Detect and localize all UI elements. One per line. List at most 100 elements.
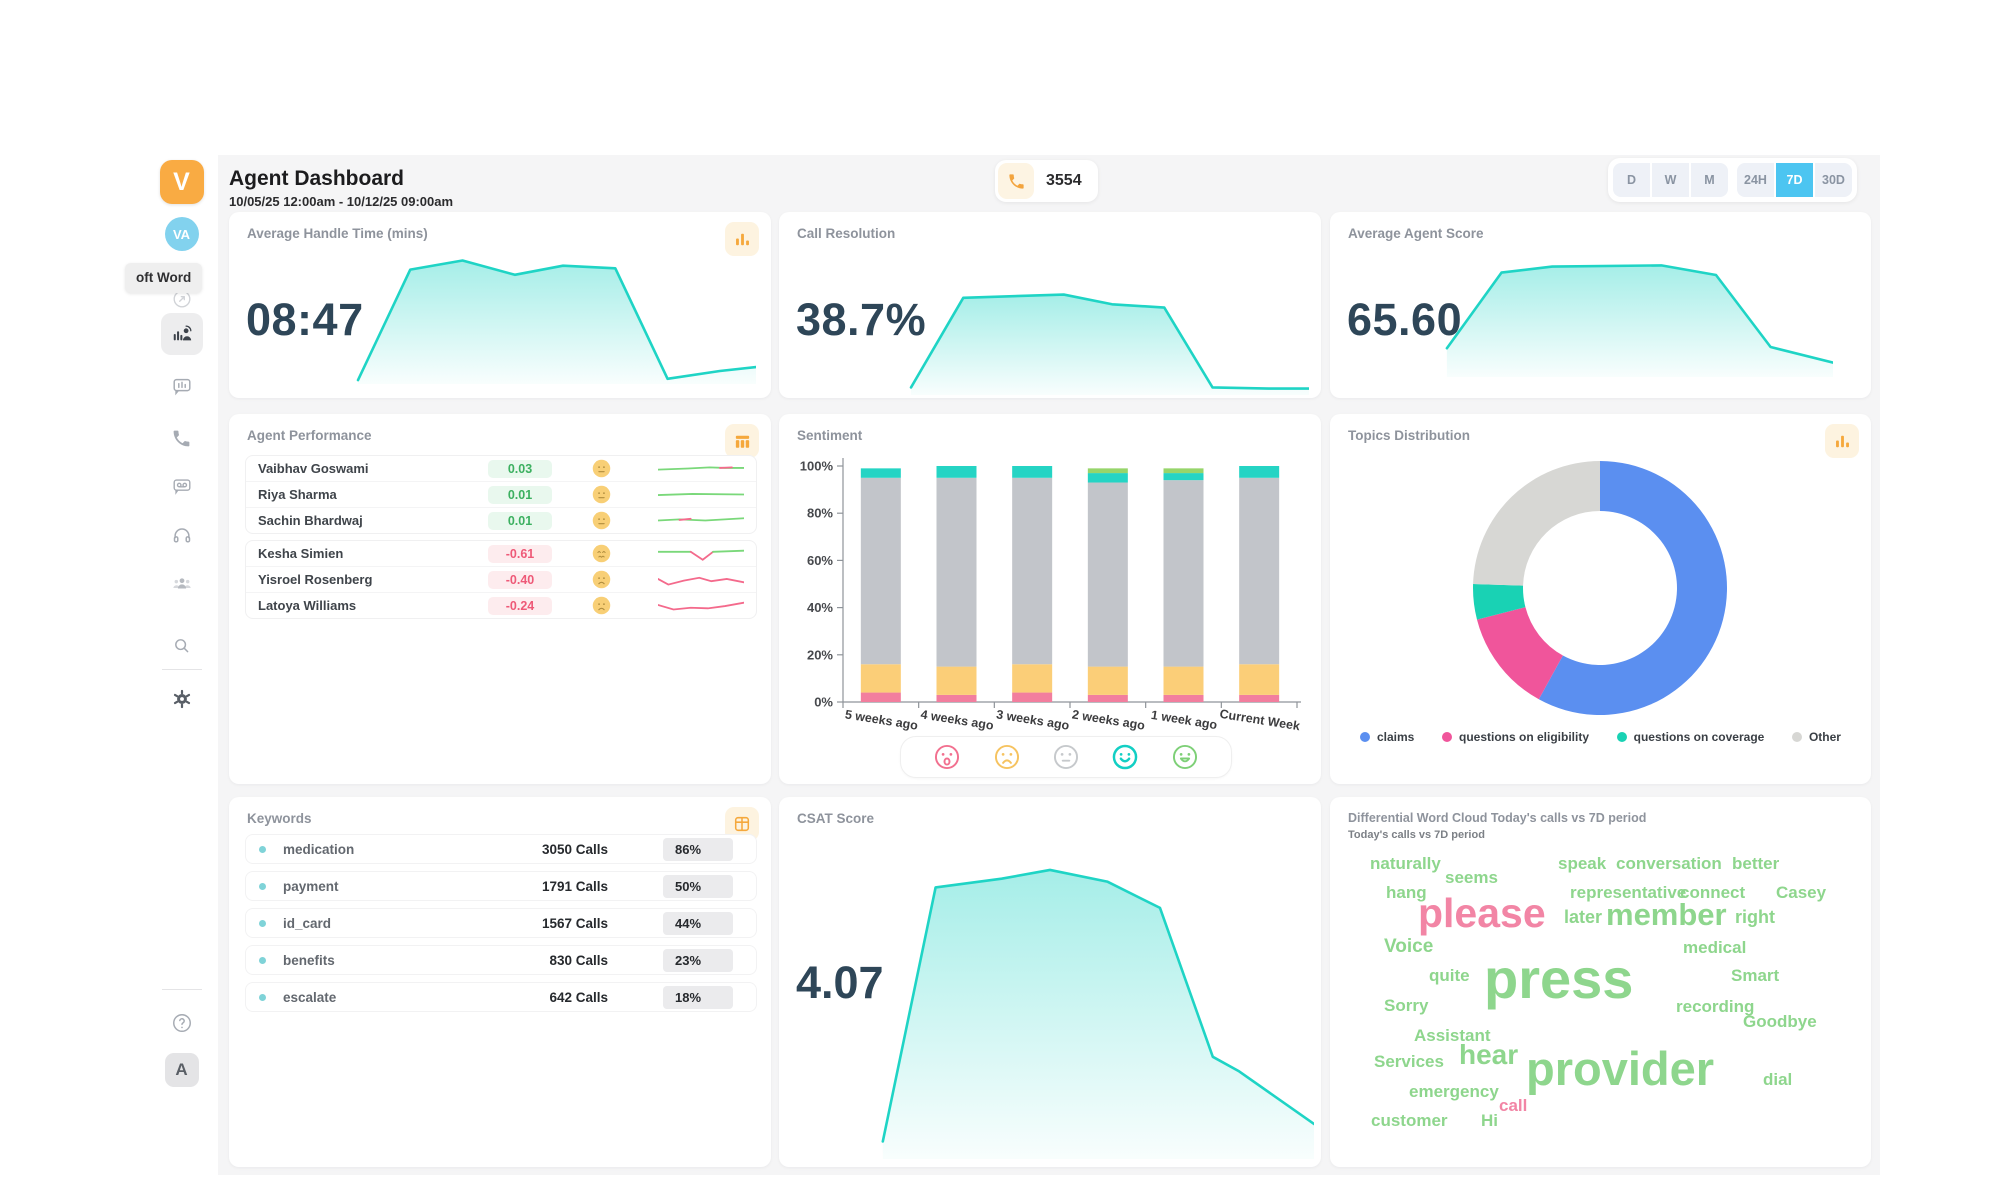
card-sentiment: Sentiment 0% 20% 40% 60% 80% 100% 5 weeks ago 4… — [779, 414, 1321, 784]
agent-row[interactable]: Vaibhav Goswami 0.03 — [246, 456, 756, 482]
account-avatar[interactable]: A — [164, 1053, 199, 1087]
keyword-percentage: 50% — [663, 874, 733, 898]
word-cloud-term: Hi — [1481, 1111, 1498, 1130]
sidebar-divider — [161, 669, 202, 670]
agent-row[interactable]: Sachin Bhardwaj 0.01 — [246, 508, 756, 533]
resolution-value: 38.7% — [796, 294, 927, 345]
mood-neutral-icon — [592, 459, 610, 478]
sidebar-item-agent-dashboard[interactable] — [160, 313, 203, 355]
word-cloud-term: recording — [1676, 997, 1755, 1016]
card-csat-score: CSAT Score 4.07 — [779, 797, 1321, 1167]
range-button-7D[interactable]: 7D — [1776, 163, 1813, 197]
sidebar-item-team[interactable] — [161, 567, 203, 599]
neutral-face-icon — [1053, 744, 1079, 770]
sidebar-item-settings[interactable] — [161, 683, 203, 715]
sentiment-filter-very-positive[interactable] — [1172, 744, 1198, 770]
word-cloud-term: Goodbye — [1743, 1012, 1817, 1031]
search-icon — [175, 638, 189, 652]
legend-label: questions on coverage — [1633, 730, 1765, 744]
bar-chart-icon[interactable] — [1825, 424, 1859, 458]
csat-area-chart — [874, 867, 1314, 1159]
time-range-selector: D W M 24H 7D 30D — [1608, 158, 1857, 202]
card-average-handle-time: Average Handle Time (mins) 08:47 — [229, 212, 771, 398]
keyword-name: id_card — [283, 915, 332, 931]
donut-slice-questions-on-eligibility[interactable] — [1476, 607, 1563, 700]
word-cloud-term: hang — [1386, 883, 1427, 902]
headphones-icon — [173, 528, 190, 543]
aht-area-chart — [354, 254, 756, 384]
keyword-row[interactable]: payment 1791 Calls 50% — [245, 871, 757, 901]
legend-item-questions-on-eligibility[interactable]: questions on eligibility — [1441, 730, 1589, 744]
phone-badge-icon — [998, 163, 1034, 199]
sentiment-filter-very-negative[interactable] — [934, 744, 960, 770]
sidebar-item-voicemail[interactable] — [161, 470, 203, 502]
keyword-row[interactable]: medication 3050 Calls 86% — [245, 834, 757, 864]
svg-text:80%: 80% — [807, 506, 833, 521]
card-word-cloud: Differential Word Cloud Today's calls vs… — [1330, 797, 1871, 1167]
team-icon — [172, 578, 191, 589]
donut-slice-Other[interactable] — [1473, 461, 1600, 586]
range-button-D[interactable]: D — [1613, 163, 1650, 197]
sidebar-item-calls[interactable] — [161, 422, 203, 454]
app-logo[interactable]: V — [159, 160, 204, 204]
sidebar-item-search[interactable] — [161, 629, 203, 661]
agent-score-value: 65.60 — [1347, 294, 1463, 345]
sentiment-score-badge: -0.61 — [488, 544, 552, 563]
word-cloud-term: naturally — [1370, 854, 1441, 873]
word-cloud: naturally speak conversation better seems han… — [1348, 855, 1860, 1160]
range-button-30D[interactable]: 30D — [1815, 163, 1852, 197]
chat-stats-icon — [172, 378, 191, 396]
trend-sparkline — [658, 460, 744, 477]
keyword-row[interactable]: benefits 830 Calls 23% — [245, 945, 757, 975]
agent-row[interactable]: Riya Sharma 0.01 — [246, 482, 756, 508]
agent-row[interactable]: Latoya Williams -0.24 — [246, 593, 756, 618]
keyword-row[interactable]: id_card 1567 Calls 44% — [245, 908, 757, 938]
agent-row[interactable]: Yisroel Rosenberg -0.40 — [246, 567, 756, 593]
mood-neutral-icon — [592, 511, 610, 530]
card-average-agent-score: Average Agent Score 65.60 — [1330, 212, 1871, 398]
agent-name: Kesha Simien — [258, 546, 344, 561]
word-cloud-term: quite — [1429, 966, 1470, 985]
svg-text:1 week ago: 1 week ago — [1150, 708, 1218, 732]
word-cloud-term: better — [1732, 854, 1780, 873]
cry-face-icon — [935, 744, 960, 770]
voicemail-icon — [173, 479, 190, 495]
help-icon — [172, 1014, 191, 1032]
columns-icon[interactable] — [725, 424, 759, 458]
card-keywords: Keywords medication 3050 Calls 86% payme… — [229, 797, 771, 1167]
word-cloud-term: medical — [1683, 938, 1747, 957]
agent-performance-table: Vaibhav Goswami 0.03 Riya Sharma 0.01 Sa… — [229, 455, 771, 625]
performance-group: Vaibhav Goswami 0.03 Riya Sharma 0.01 Sa… — [245, 455, 757, 534]
trend-sparkline — [658, 571, 744, 588]
sidebar-item-support[interactable] — [161, 519, 203, 551]
keyword-row[interactable]: escalate 642 Calls 18% — [245, 982, 757, 1012]
donut-slice-questions-on-coverage[interactable] — [1472, 584, 1526, 620]
keyword-dot — [259, 956, 266, 964]
sentiment-filter-neutral[interactable] — [1053, 744, 1079, 770]
range-button-M[interactable]: M — [1691, 163, 1728, 197]
range-button-W[interactable]: W — [1652, 163, 1689, 197]
word-cloud-term: press — [1484, 947, 1634, 1010]
sidebar-item-help[interactable] — [161, 1007, 203, 1039]
donut-slice-claims[interactable] — [1538, 461, 1728, 715]
sentiment-filter-positive[interactable] — [1112, 744, 1138, 770]
svg-text:0%: 0% — [814, 695, 833, 710]
legend-label: questions on eligibility — [1458, 730, 1589, 744]
legend-item-claims[interactable]: claims — [1360, 730, 1414, 744]
sidebar-divider — [161, 989, 202, 990]
agent-row[interactable]: Kesha Simien -0.61 — [246, 541, 756, 567]
card-title: Sentiment — [797, 428, 863, 443]
svg-text:3 weeks ago: 3 weeks ago — [995, 707, 1070, 732]
sidebar-item-conversations[interactable] — [161, 370, 203, 402]
bar-chart-icon[interactable] — [725, 222, 759, 256]
agent-name: Latoya Williams — [258, 598, 357, 613]
legend-item-questions-on-coverage[interactable]: questions on coverage — [1616, 730, 1765, 744]
sentiment-filter-negative[interactable] — [994, 744, 1020, 770]
sentiment-bars: 0% 20% 40% 60% 80% 100% 5 weeks ago 4 weeks ago… — [800, 458, 1301, 733]
legend-item-Other[interactable]: Other — [1791, 730, 1841, 744]
date-range: 10/05/25 12:00am - 10/12/25 09:00am — [229, 194, 454, 209]
range-button-24H[interactable]: 24H — [1737, 163, 1774, 197]
score-chart — [1443, 257, 1833, 377]
user-avatar[interactable]: VA — [164, 217, 199, 251]
